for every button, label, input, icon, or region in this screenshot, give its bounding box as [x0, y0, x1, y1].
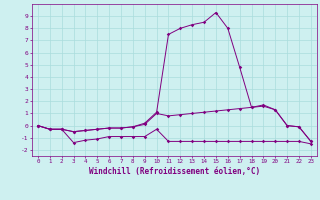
- X-axis label: Windchill (Refroidissement éolien,°C): Windchill (Refroidissement éolien,°C): [89, 167, 260, 176]
